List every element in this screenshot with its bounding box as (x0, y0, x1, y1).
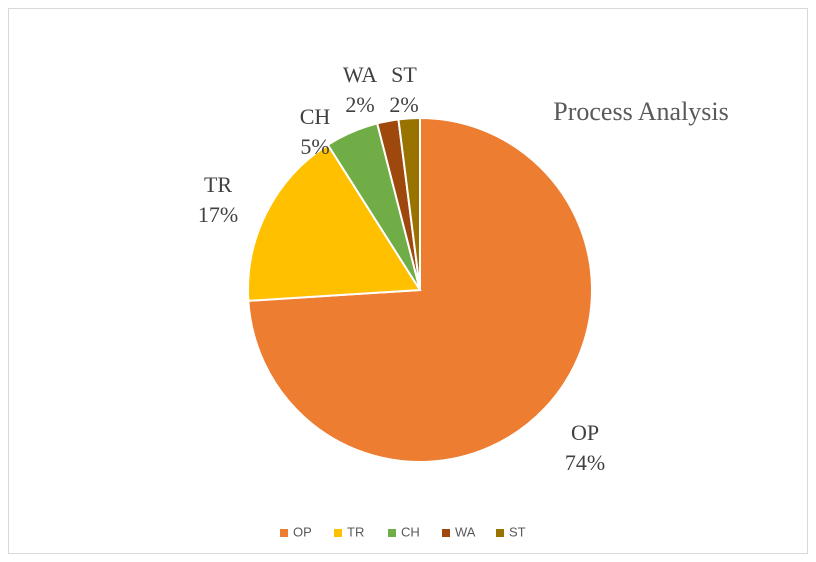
legend-label: ST (509, 524, 526, 539)
chart-title: Process Analysis (553, 97, 729, 126)
slice-value-label: 2% (345, 92, 374, 117)
legend-swatch (496, 529, 504, 537)
slice-category-label: ST (391, 62, 417, 87)
slice-category-label: OP (571, 420, 599, 445)
pie-slice (397, 116, 421, 291)
legend-swatch (388, 529, 396, 537)
legend-label: TR (347, 524, 364, 539)
slice-value-label: 2% (389, 92, 418, 117)
slice-value-label: 74% (565, 450, 605, 475)
legend-swatch (442, 529, 450, 537)
slice-category-label: CH (300, 104, 331, 129)
slice-category-label: TR (204, 172, 232, 197)
slice-category-label: WA (343, 62, 377, 87)
legend-swatch (334, 529, 342, 537)
legend-label: OP (293, 524, 312, 539)
pie-slice (247, 143, 422, 302)
legend-label: WA (455, 524, 476, 539)
legend-label: CH (401, 524, 420, 539)
slice-value-label: 5% (300, 134, 329, 159)
slice-value-label: 17% (198, 202, 238, 227)
legend-swatch (280, 529, 288, 537)
